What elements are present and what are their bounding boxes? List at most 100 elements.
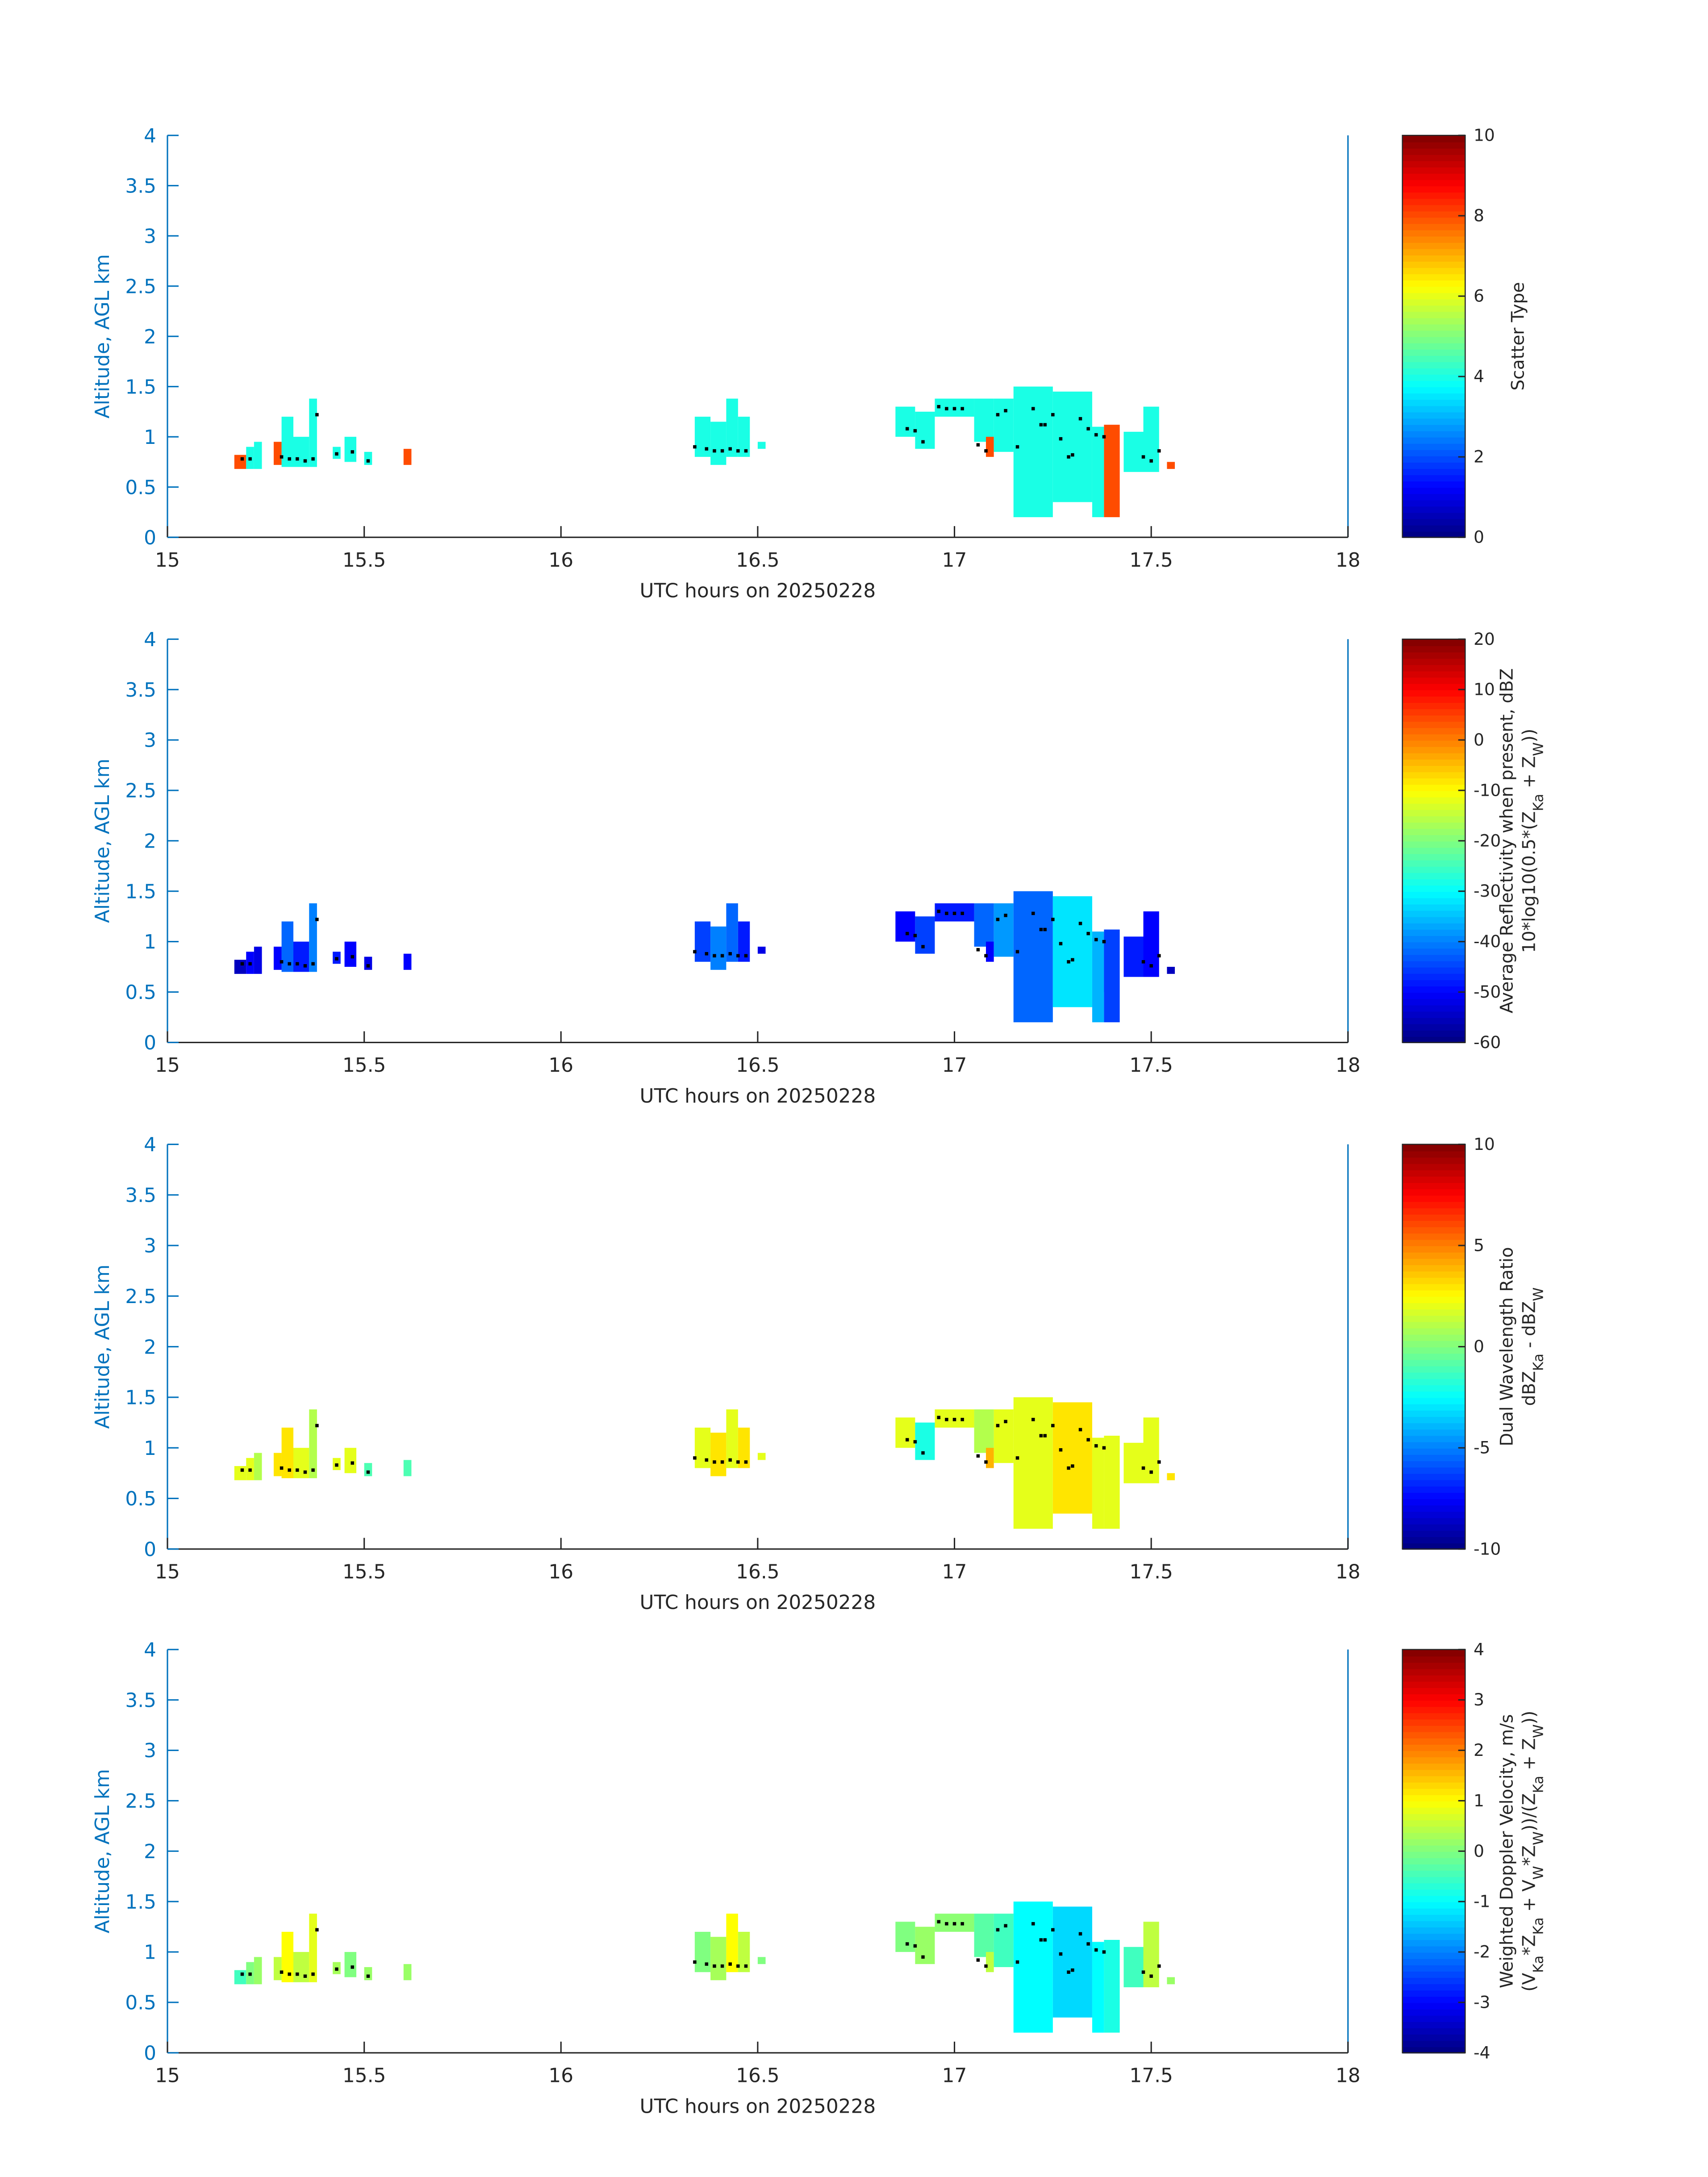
colorbar-swatch — [1402, 840, 1466, 848]
y-tick-label: 2.5 — [125, 1790, 156, 1813]
colorbar-swatch — [1402, 1744, 1466, 1751]
cloud-base-point — [366, 964, 370, 968]
colorbar-swatch — [1402, 1176, 1466, 1183]
cloud-base-point — [976, 1958, 980, 1962]
heatmap-cells — [234, 386, 1175, 518]
x-tick-label: 15.5 — [342, 1054, 386, 1077]
cloud-base-point — [960, 1418, 964, 1421]
colorbar-swatch — [1402, 1933, 1466, 1940]
cloud-base-point — [1157, 954, 1161, 957]
colorbar-swatch — [1402, 1359, 1466, 1366]
colorbar-swatch — [1402, 1958, 1466, 1965]
heatmap-cell — [1167, 967, 1175, 974]
colorbar-swatch — [1402, 1233, 1466, 1240]
cloud-base-point — [1086, 1942, 1090, 1946]
cloud-base-point — [1031, 1922, 1035, 1926]
colorbar-swatch — [1402, 1163, 1466, 1170]
cloud-base-point — [1141, 1466, 1145, 1470]
colorbar-swatch — [1402, 652, 1466, 659]
cloud-base-point — [1086, 932, 1090, 936]
colorbar-tick-label: -4 — [1474, 2043, 1490, 2062]
cloud-base-points — [240, 1416, 1161, 1474]
cloud-base-point — [1004, 1924, 1007, 1928]
colorbar-swatch — [1402, 248, 1466, 255]
colorbar-swatch — [1402, 847, 1466, 854]
colorbar-swatch — [1402, 2027, 1466, 2035]
heatmap-cell — [974, 903, 994, 947]
y-tick-label: 3 — [144, 729, 156, 752]
colorbar-swatch — [1402, 1832, 1466, 1839]
y-axis-label: Altitude, AGL km — [91, 1769, 114, 1933]
colorbar-swatch — [1402, 343, 1466, 350]
colorbar-swatch — [1402, 1763, 1466, 1770]
colorbar-swatch — [1402, 1725, 1466, 1732]
cloud-base-point — [280, 1970, 284, 1974]
colorbar-swatch — [1402, 1346, 1466, 1354]
colorbar-swatch — [1402, 1775, 1466, 1783]
cloud-base-point — [1059, 1952, 1063, 1956]
cloud-base-point — [713, 449, 716, 453]
colorbar-tick-label: 5 — [1474, 1236, 1484, 1255]
cloud-base-point — [1078, 417, 1082, 421]
colorbar-swatch — [1402, 828, 1466, 836]
heatmap-cell — [726, 1914, 738, 1972]
colorbar-swatch — [1402, 935, 1466, 943]
colorbar-swatch — [1402, 1188, 1466, 1196]
y-axis-label: Altitude, AGL km — [91, 1265, 114, 1429]
colorbar-swatch — [1402, 1712, 1466, 1720]
cloud-base-point — [1051, 1424, 1055, 1428]
heatmap-cell — [364, 1967, 372, 1981]
heatmap-cell — [726, 903, 738, 962]
cloud-base-point — [937, 1416, 941, 1419]
heatmap-cell — [895, 911, 915, 942]
colorbar-swatch — [1402, 512, 1466, 519]
cloud-base-point — [744, 1460, 748, 1464]
heatmap-cell — [254, 442, 262, 469]
cloud-base-point — [996, 918, 1000, 921]
label-text: dBZ — [1520, 1371, 1540, 1406]
colorbar-swatch — [1402, 1467, 1466, 1474]
cloud-base-point — [952, 911, 956, 915]
cloud-base-point — [1051, 1928, 1055, 1932]
label-text: + Z — [1520, 756, 1540, 794]
cloud-base-point — [937, 1920, 941, 1924]
y-tick-label: 1.5 — [125, 1387, 156, 1409]
colorbar-swatch — [1402, 1914, 1466, 1922]
cloud-base-point — [288, 962, 291, 966]
heatmap-cell — [986, 1448, 994, 1468]
colorbar-swatch — [1402, 1668, 1466, 1676]
cloud-base-point — [1067, 455, 1070, 459]
heatmap-cell — [254, 946, 262, 974]
colorbar-label: 10*log10(0.5*(ZKa + ZW)) — [1520, 729, 1547, 953]
label-text: (V — [1520, 1973, 1540, 1992]
colorbar-tick-label: 2 — [1474, 1740, 1484, 1760]
cloud-base-point — [945, 1418, 948, 1421]
colorbar-swatch — [1402, 1706, 1466, 1713]
colorbar-swatch — [1402, 790, 1466, 798]
cloud-base-point — [976, 1454, 980, 1458]
cloud-base-point — [311, 1468, 315, 1472]
colorbar-swatch — [1402, 1864, 1466, 1871]
cloud-base-point — [248, 1972, 252, 1976]
label-text: Dual Wavelength Ratio — [1497, 1247, 1517, 1446]
colorbar: -4 -3 -2 -1 0 1 2 3 4 Weighted Doppler Velocity, … — [1402, 1639, 1546, 2062]
cloud-base-point — [311, 1972, 315, 1976]
colorbar-swatch — [1402, 1239, 1466, 1246]
colorbar-swatch — [1402, 1675, 1466, 1682]
cloud-base-point — [713, 954, 716, 957]
colorbar-swatch — [1402, 1794, 1466, 1801]
colorbar-swatch — [1402, 1277, 1466, 1284]
heatmap-cell — [1123, 1947, 1144, 1988]
heatmap-cell — [364, 451, 372, 465]
colorbar-swatch — [1402, 973, 1466, 980]
cloud-base-point — [296, 962, 299, 966]
label-text: *Z — [1520, 1845, 1540, 1866]
colorbar-swatch — [1402, 967, 1466, 974]
heatmap-cell — [1167, 1473, 1175, 1480]
cloud-base-point — [984, 954, 988, 957]
heatmap-cell — [1013, 1397, 1053, 1529]
heatmap-cell — [694, 921, 711, 962]
heatmap-cell — [1123, 1442, 1144, 1483]
colorbar-swatch — [1402, 1826, 1466, 1833]
heatmap-cell — [710, 422, 727, 465]
